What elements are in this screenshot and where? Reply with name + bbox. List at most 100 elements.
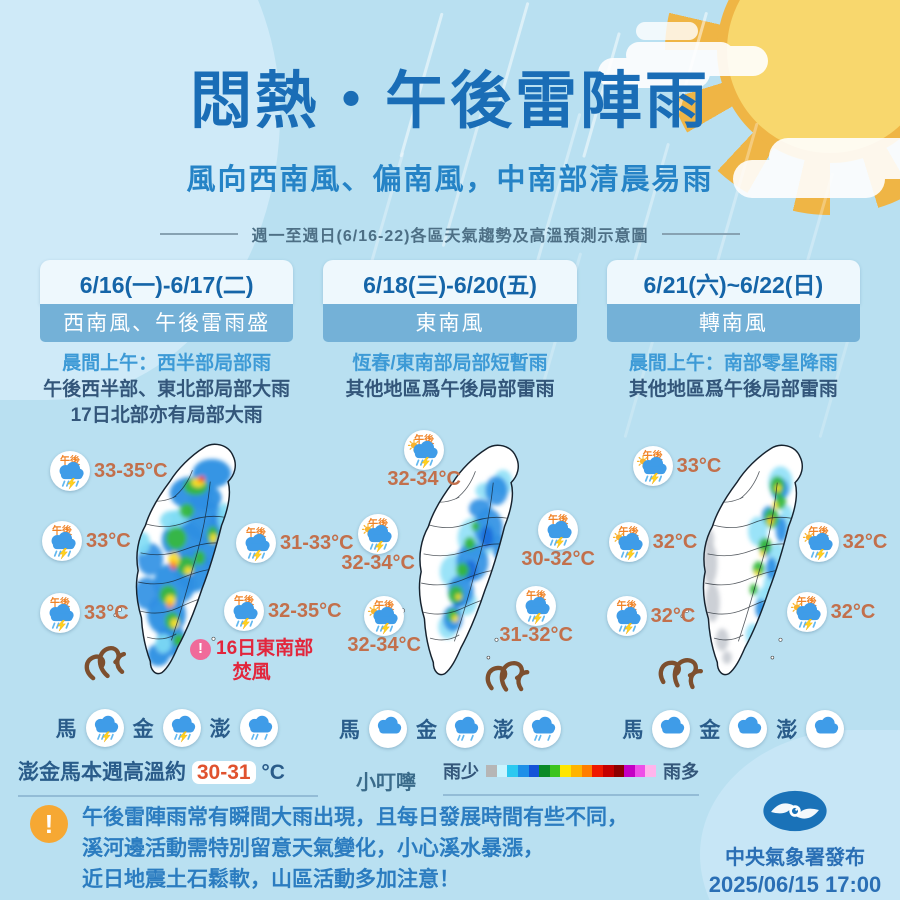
legend-swatch [539, 765, 550, 777]
temperature: 32-34°C [341, 552, 415, 574]
rain-icon [522, 710, 561, 748]
cloudy-icon [652, 710, 691, 748]
temp-badge: 午後 31-32°C [499, 586, 573, 647]
date-header: 6/18(三)-6/20(五) [323, 260, 577, 304]
temperature: 33°C [84, 601, 129, 624]
legend-swatch [602, 765, 614, 777]
wind-label: 轉南風 [606, 304, 860, 342]
temperature: 32-34°C [387, 468, 461, 490]
desc-highlight: 晨間上午：西半部局部雨 [62, 353, 272, 374]
island-name: 澎 [776, 719, 798, 742]
wind-label: 西南風、午後雷雨盛 [40, 304, 294, 342]
agency-name: 中央氣象署發布 [725, 847, 865, 869]
date-header: 6/21(六)~6/22(日) [606, 260, 860, 304]
afternoon-thunderstorm-icon: 午後 [50, 451, 90, 491]
legend-swatch [507, 765, 518, 777]
temp-badge: 午後 33°C [40, 593, 129, 633]
desc-highlight: 晨間上午：南部零星降雨 [628, 353, 838, 374]
temp-badge: 午後 31-33°C [236, 523, 354, 563]
legend-swatch [496, 765, 508, 777]
island-name: 馬 [338, 719, 360, 742]
wind-gust-icon [84, 646, 127, 681]
island-name: 金 [415, 719, 437, 742]
temp-badge: 午後 33°C [42, 521, 131, 561]
legend-swatch [486, 765, 497, 777]
taiwan-map [680, 444, 803, 676]
legend-swatch [549, 765, 561, 777]
temperature: 33°C [86, 529, 131, 552]
divider-line [159, 233, 238, 235]
island-name: 馬 [55, 718, 77, 741]
temperature: 32-35°C [268, 599, 342, 622]
forecast-description: 晨間上午：西半部局部雨 午後西半部、東北部局部大雨 17日北部亦有局部大雨 [40, 351, 293, 429]
legend-swatch [645, 765, 656, 777]
outlying-islands-row: 馬 金 澎 [607, 706, 860, 752]
island-name: 澎 [209, 718, 231, 741]
thunderstorm-icon [85, 709, 124, 747]
temperature: 33-35°C [94, 459, 168, 482]
note-text: 16日東南部 [216, 638, 314, 659]
legend-less-label: 雨少 [443, 762, 479, 782]
cwa-logo [763, 790, 827, 832]
legend-swatch [613, 765, 625, 777]
sun-thunderstorm-icon: 午後 [364, 596, 405, 636]
outlying-temp-value: 30-31 [191, 761, 256, 784]
island-name: 金 [699, 719, 721, 742]
forecast-description: 晨間上午：南部零星降雨 其他地區爲午後局部雷雨 [607, 351, 860, 403]
cloud-decoration [636, 22, 698, 40]
cloud-decoration [733, 160, 885, 198]
outlying-islands-row: 馬 金 澎 [323, 706, 576, 752]
page-subtitle: 風向西南風、偏南風，中南部清晨易雨 [186, 164, 714, 196]
wind-label: 東南風 [323, 304, 577, 342]
legend-swatch [634, 765, 646, 777]
outlying-islands-row: 馬 金 澎 [40, 705, 293, 751]
desc-line: 午後西半部、東北部局部大雨 [43, 379, 291, 400]
outlying-temp-note: 澎金馬本週高溫約 30-31 °C [18, 756, 318, 797]
sun-thunderstorm-icon: 午後 [632, 446, 673, 486]
caption-row: 週一至週日(6/16-22)各區天氣趨勢及高溫預測示意圖 [0, 222, 900, 246]
temperature: 32-34°C [347, 634, 421, 656]
taiwan-map [113, 443, 236, 675]
forecast-description: 恆春/東南部局部短暫雨 其他地區爲午後局部雷雨 [323, 351, 576, 403]
island-name: 馬 [622, 719, 644, 742]
legend-swatch [560, 765, 571, 777]
thunderstorm-icon [162, 709, 201, 747]
legend-swatch [592, 765, 603, 777]
temperature: 33°C [676, 454, 722, 477]
wind-gust-icon [485, 660, 530, 692]
issue-time: 2025/06/15 17:00 [708, 872, 882, 897]
rain-legend-bar [486, 765, 656, 777]
legend-swatch [581, 765, 593, 777]
map-area-1: 午後 33-35°C 午後 33°C 午後 33°C 午後 31-33°C [40, 437, 354, 699]
sun-thunderstorm-icon: 午後 [608, 522, 649, 562]
caution-line: 近日地震土石鬆軟，山區活動多加注意！ [82, 868, 460, 891]
temp-badge: 午後 32°C [606, 596, 695, 636]
date-header: 6/16(一)-6/17(二) [40, 260, 294, 304]
map-area-3: 午後 33°C 午後 32°C 午後 32°C 午後 32°C [606, 438, 887, 700]
divider-line [662, 233, 741, 235]
desc-line: 17日北部亦有局部大雨 [70, 405, 263, 426]
caption-text: 週一至週日(6/16-22)各區天氣趨勢及高溫預測示意圖 [251, 228, 649, 245]
caution-text: 午後雷陣雨常有瞬間大雨出現，且每日發展時間有些不同， 溪河邊活動需特別留意天氣變… [82, 802, 628, 895]
foehn-warning-note: ! 16日東南部 焚風 [190, 637, 313, 685]
tips-label: 小叮嚀 [356, 772, 416, 794]
legend-more-label: 雨多 [663, 762, 699, 782]
footer-strip: 澎金馬本週高溫約 30-31 °C 小叮嚀 雨少 雨多 [0, 748, 900, 800]
desc-line: 其他地區爲午後局部雷雨 [628, 379, 838, 400]
alert-icon: ! [190, 638, 211, 660]
temperature: 32°C [842, 530, 888, 553]
island-name: 金 [132, 718, 154, 741]
taiwan-map [396, 444, 520, 676]
note-text: 焚風 [232, 662, 271, 683]
rain-legend: 雨少 雨多 [443, 758, 699, 796]
temperature: 32°C [652, 530, 698, 553]
sun-thunderstorm-icon: 午後 [404, 430, 445, 470]
forecast-column-2: 6/18(三)-6/20(五) 東南風 恆春/東南部局部短暫雨 其他地區爲午後局… [323, 260, 595, 752]
afternoon-thunderstorm-icon: 午後 [42, 521, 82, 561]
temp-badge: 午後 33-35°C [50, 451, 168, 491]
temp-badge: 午後 32°C [608, 522, 698, 562]
cloudy-icon [368, 710, 407, 748]
afternoon-thunderstorm-icon: 午後 [224, 591, 264, 631]
rain-icon [239, 709, 278, 747]
temperature: 30-32°C [521, 548, 595, 570]
